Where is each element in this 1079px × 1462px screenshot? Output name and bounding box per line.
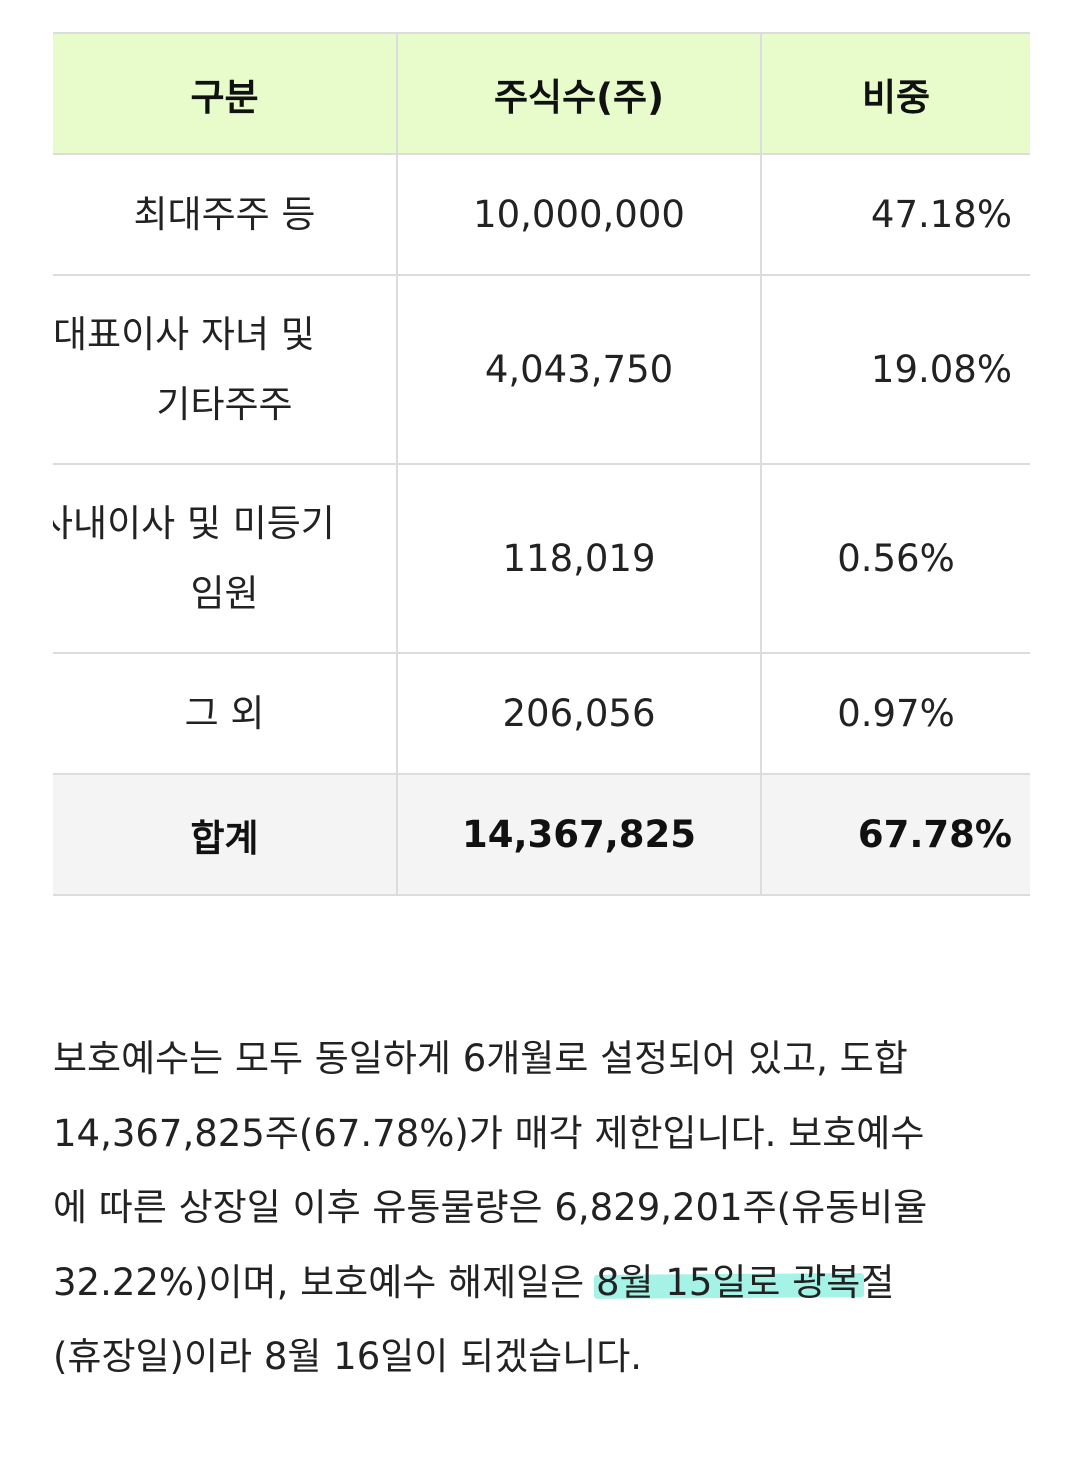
row-category-line: 사내이사 및 미등기 <box>53 501 335 545</box>
row-category: 최대주주 등 <box>53 153 398 276</box>
row-shares: 118,019 <box>396 463 762 654</box>
row-category: 사내이사 및 미등기 임원 <box>53 463 398 654</box>
table-row: 대표이사 자녀 및 기타주주 4,043,750 19.08% <box>53 274 1030 465</box>
table-header-row: 구분 주식수(주) 비중 <box>53 32 1030 155</box>
total-ratio: 67.78% <box>760 773 1030 896</box>
row-shares: 206,056 <box>396 652 762 775</box>
lockup-explanation-paragraph: 보호예수는 모두 동일하게 6개월로 설정되어 있고, 도합 14,367,82… <box>53 1022 1033 1395</box>
paragraph-line: 32.22%)이며, 보호예수 해제일은 8월 15일로 광복절 <box>53 1246 1033 1321</box>
row-shares: 4,043,750 <box>396 274 762 465</box>
row-category: 대표이사 자녀 및 기타주주 <box>53 274 398 465</box>
paragraph-text: 32.22%)이며, 보호예수 해제일은 <box>53 1260 596 1304</box>
paragraph-line: 에 따른 상장일 이후 유통물량은 6,829,201주(유동비율 <box>53 1186 928 1229</box>
highlighted-date-text: 8월 15일로 광복 <box>595 1260 861 1304</box>
total-shares: 14,367,825 <box>396 773 762 896</box>
table-total-row: 합계 14,367,825 67.78% <box>53 773 1030 896</box>
row-category-line: 최대주주 등 <box>133 192 316 236</box>
row-shares: 10,000,000 <box>396 153 762 276</box>
row-category-line: 임원 <box>190 571 259 615</box>
row-category-line: 대표이사 자녀 및 <box>53 312 315 356</box>
paragraph-line: 14,367,825주(67.78%)가 매각 제한입니다. 보호예수 <box>53 1111 925 1155</box>
total-label: 합계 <box>53 773 398 896</box>
row-ratio: 0.56% <box>760 463 1030 654</box>
table-row: 사내이사 및 미등기 임원 118,019 0.56% <box>53 463 1030 654</box>
row-category: 그 외 <box>53 652 398 775</box>
paragraph-text: 절 <box>860 1260 895 1304</box>
header-category: 구분 <box>53 32 398 155</box>
row-category-line: 기타주주 <box>156 382 293 426</box>
row-ratio: 47.18% <box>760 153 1030 276</box>
paragraph-line: (휴장일)이라 8월 16일이 되겠습니다. <box>53 1335 643 1378</box>
table-row: 그 외 206,056 0.97% <box>53 652 1030 775</box>
row-category-line: 그 외 <box>184 691 265 735</box>
row-ratio: 19.08% <box>760 274 1030 465</box>
lockup-shares-table: 구분 주식수(주) 비중 최대주주 등 10,000,000 47.18% 대표… <box>53 32 1030 896</box>
row-ratio: 0.97% <box>760 652 1030 775</box>
shareholding-table-container: 구분 주식수(주) 비중 최대주주 등 10,000,000 47.18% 대표… <box>53 32 1030 896</box>
paragraph-line: 보호예수는 모두 동일하게 6개월로 설정되어 있고, 도합 <box>53 1037 908 1080</box>
header-shares: 주식수(주) <box>396 32 762 155</box>
table-row: 최대주주 등 10,000,000 47.18% <box>53 153 1030 276</box>
header-ratio: 비중 <box>760 32 1030 155</box>
